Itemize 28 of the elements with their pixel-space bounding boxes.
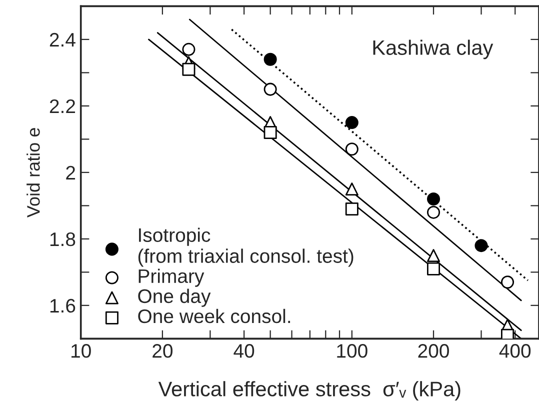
y-tick-label: 2.4 xyxy=(50,32,76,46)
annotation: Kashiwa clay xyxy=(373,40,494,60)
point xyxy=(345,202,358,216)
point xyxy=(345,182,358,196)
y-tick-label: 1.6 xyxy=(50,298,76,313)
x-tick-label: 40 xyxy=(234,344,254,358)
legend-label: One day xyxy=(138,288,211,307)
point xyxy=(427,206,440,219)
point xyxy=(264,82,277,96)
legend-label: Primary xyxy=(138,268,204,287)
point xyxy=(427,262,440,276)
x-axis-title: Vertical effective stress σ′ᵥ (kPa) xyxy=(158,381,460,400)
point xyxy=(345,142,358,156)
y-axis-title: Void ratio e xyxy=(26,128,40,218)
y-tick-label: 1.8 xyxy=(50,232,76,246)
legend-label: One week consol. xyxy=(138,308,290,324)
y-tick-label: 2.2 xyxy=(50,99,76,113)
legend-label: Isotropic (from triaxial consol. test) xyxy=(138,228,354,267)
point xyxy=(182,62,196,76)
x-tick-label: 200 xyxy=(418,344,449,358)
x-tick-label: 100 xyxy=(337,344,368,358)
point xyxy=(264,126,277,140)
x-tick-label: 10 xyxy=(72,344,91,358)
x-tick-label: 400 xyxy=(499,344,531,358)
point xyxy=(427,249,440,262)
x-tick-label: 20 xyxy=(152,344,173,358)
point xyxy=(182,42,196,56)
y-tick-label: 2 xyxy=(66,166,76,180)
